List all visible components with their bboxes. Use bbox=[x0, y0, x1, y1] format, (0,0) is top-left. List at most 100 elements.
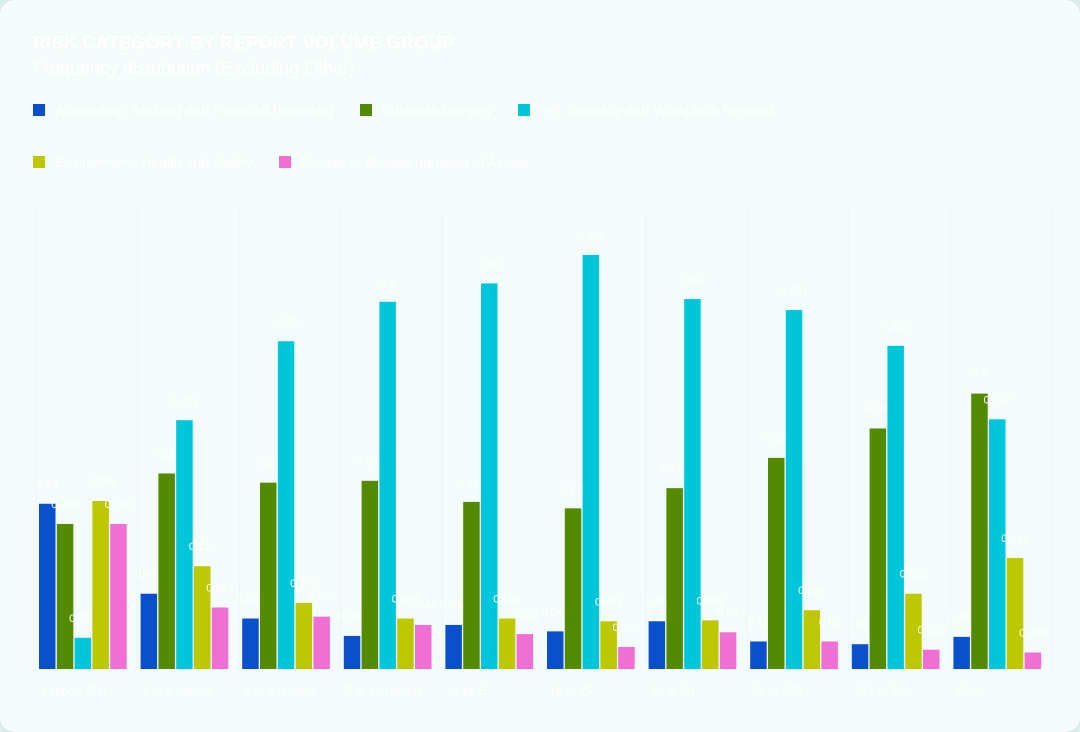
bar[interactable] bbox=[481, 283, 498, 669]
legend-label: HR, Diversity and Workplace Respect bbox=[540, 102, 775, 118]
bar[interactable] bbox=[684, 299, 701, 669]
data-label: 0.072 bbox=[290, 578, 318, 590]
bar[interactable] bbox=[397, 618, 414, 669]
data-label: 0.271 bbox=[171, 395, 199, 407]
x-tick-label: 51 to 100 bbox=[752, 684, 802, 698]
bar[interactable] bbox=[971, 393, 988, 669]
data-label: 0.082 bbox=[900, 569, 928, 581]
legend-item[interactable]: Accounting, Auditing and Financial Repor… bbox=[33, 100, 334, 120]
legend-item[interactable]: HR, Diversity and Workplace Respect bbox=[518, 100, 774, 120]
bar[interactable] bbox=[803, 610, 821, 669]
bar[interactable] bbox=[869, 428, 887, 669]
data-label: 0.038 bbox=[511, 609, 539, 621]
data-label: 0.18 bbox=[37, 479, 58, 491]
data-label: 0.42 bbox=[479, 258, 500, 270]
legend-swatch bbox=[278, 156, 291, 168]
legend-item[interactable]: Business Integrity bbox=[359, 100, 492, 120]
data-label: 0.121 bbox=[1001, 533, 1029, 545]
bar[interactable] bbox=[1024, 652, 1042, 669]
data-label: 0.055 bbox=[237, 594, 265, 606]
data-label: 0.055 bbox=[392, 594, 420, 606]
legend-item[interactable]: Misuse or Misappropriation of Assets bbox=[278, 152, 530, 172]
legend-swatch bbox=[33, 104, 45, 116]
bar[interactable] bbox=[211, 607, 229, 669]
bar[interactable] bbox=[498, 618, 516, 669]
data-label: 0.027 bbox=[846, 619, 874, 631]
x-tick-label: 11 to 15 bbox=[447, 684, 490, 698]
bar[interactable] bbox=[750, 641, 767, 669]
bar[interactable] bbox=[887, 345, 904, 669]
bar[interactable] bbox=[277, 341, 295, 669]
bar[interactable] bbox=[260, 482, 277, 669]
data-label: 0.4 bbox=[380, 277, 395, 289]
data-label: 0.03 bbox=[748, 616, 769, 628]
data-label: 0.034 bbox=[69, 613, 97, 625]
data-label: 0.03 bbox=[819, 616, 840, 628]
bar[interactable] bbox=[785, 310, 803, 669]
chart-legend: Accounting, Auditing and Financial Repor… bbox=[33, 100, 1033, 172]
data-label: 0.064 bbox=[798, 585, 826, 597]
data-label: 0.272 bbox=[983, 394, 1011, 406]
bar[interactable] bbox=[140, 593, 158, 669]
data-label: 0.451 bbox=[577, 230, 605, 242]
bar[interactable] bbox=[343, 635, 361, 669]
bar[interactable] bbox=[564, 508, 582, 669]
chart-title: RISK CATEGORY BY REPORT VOLUME GROUP bbox=[33, 33, 455, 53]
bar[interactable] bbox=[905, 593, 922, 669]
data-label: 0.024 bbox=[613, 622, 641, 634]
bar[interactable] bbox=[648, 621, 666, 669]
bar[interactable] bbox=[56, 523, 74, 669]
legend-label: Environment, Health and Safety bbox=[55, 154, 253, 170]
bar[interactable] bbox=[547, 631, 564, 669]
bar[interactable] bbox=[989, 419, 1006, 669]
data-label: 0.391 bbox=[780, 285, 808, 297]
bar[interactable] bbox=[379, 301, 396, 669]
bar[interactable] bbox=[415, 624, 432, 669]
bar[interactable] bbox=[953, 636, 970, 669]
bar[interactable] bbox=[666, 488, 683, 669]
bar[interactable] bbox=[719, 632, 737, 669]
bar[interactable] bbox=[821, 641, 838, 669]
legend-label: Misuse or Misappropriation of Assets bbox=[300, 154, 530, 170]
bar[interactable] bbox=[39, 503, 56, 669]
bar[interactable] bbox=[923, 649, 940, 669]
legend-swatch bbox=[359, 104, 372, 116]
bar[interactable] bbox=[295, 602, 313, 669]
data-label: 0.082 bbox=[135, 569, 163, 581]
bar[interactable] bbox=[242, 618, 259, 669]
bar[interactable] bbox=[74, 637, 92, 669]
data-label: 0.182 bbox=[458, 477, 486, 489]
bar[interactable] bbox=[110, 523, 127, 669]
bar[interactable] bbox=[176, 420, 193, 669]
bar[interactable] bbox=[313, 616, 330, 669]
data-label: 0.3 bbox=[972, 369, 987, 381]
bar[interactable] bbox=[194, 566, 211, 669]
bar[interactable] bbox=[361, 480, 379, 669]
bar[interactable] bbox=[768, 457, 785, 669]
data-label: 0.057 bbox=[308, 592, 336, 604]
legend-item[interactable]: Environment, Health and Safety bbox=[33, 152, 253, 172]
bar[interactable] bbox=[463, 501, 480, 669]
bar[interactable] bbox=[1006, 557, 1024, 669]
data-label: 0.197 bbox=[661, 463, 689, 475]
bar[interactable] bbox=[851, 644, 869, 669]
data-label: 0.041 bbox=[541, 606, 569, 618]
bar[interactable] bbox=[516, 634, 534, 669]
data-label: 0.403 bbox=[679, 274, 707, 286]
data-label: 0.262 bbox=[864, 403, 892, 415]
bar[interactable] bbox=[445, 624, 462, 669]
data-label: 0.048 bbox=[440, 600, 468, 612]
data-label: 0.112 bbox=[189, 541, 216, 553]
legend-swatch bbox=[33, 156, 45, 168]
bar[interactable] bbox=[582, 254, 600, 669]
bar[interactable] bbox=[600, 621, 617, 669]
data-label: 0.021 bbox=[917, 625, 945, 637]
bar[interactable] bbox=[92, 501, 109, 669]
data-label: 0.213 bbox=[153, 448, 181, 460]
bar[interactable] bbox=[702, 620, 719, 669]
data-label: 0.018 bbox=[1019, 627, 1047, 639]
data-label: 0.158 bbox=[105, 499, 133, 511]
bar[interactable] bbox=[158, 473, 175, 669]
bar[interactable] bbox=[618, 646, 635, 669]
